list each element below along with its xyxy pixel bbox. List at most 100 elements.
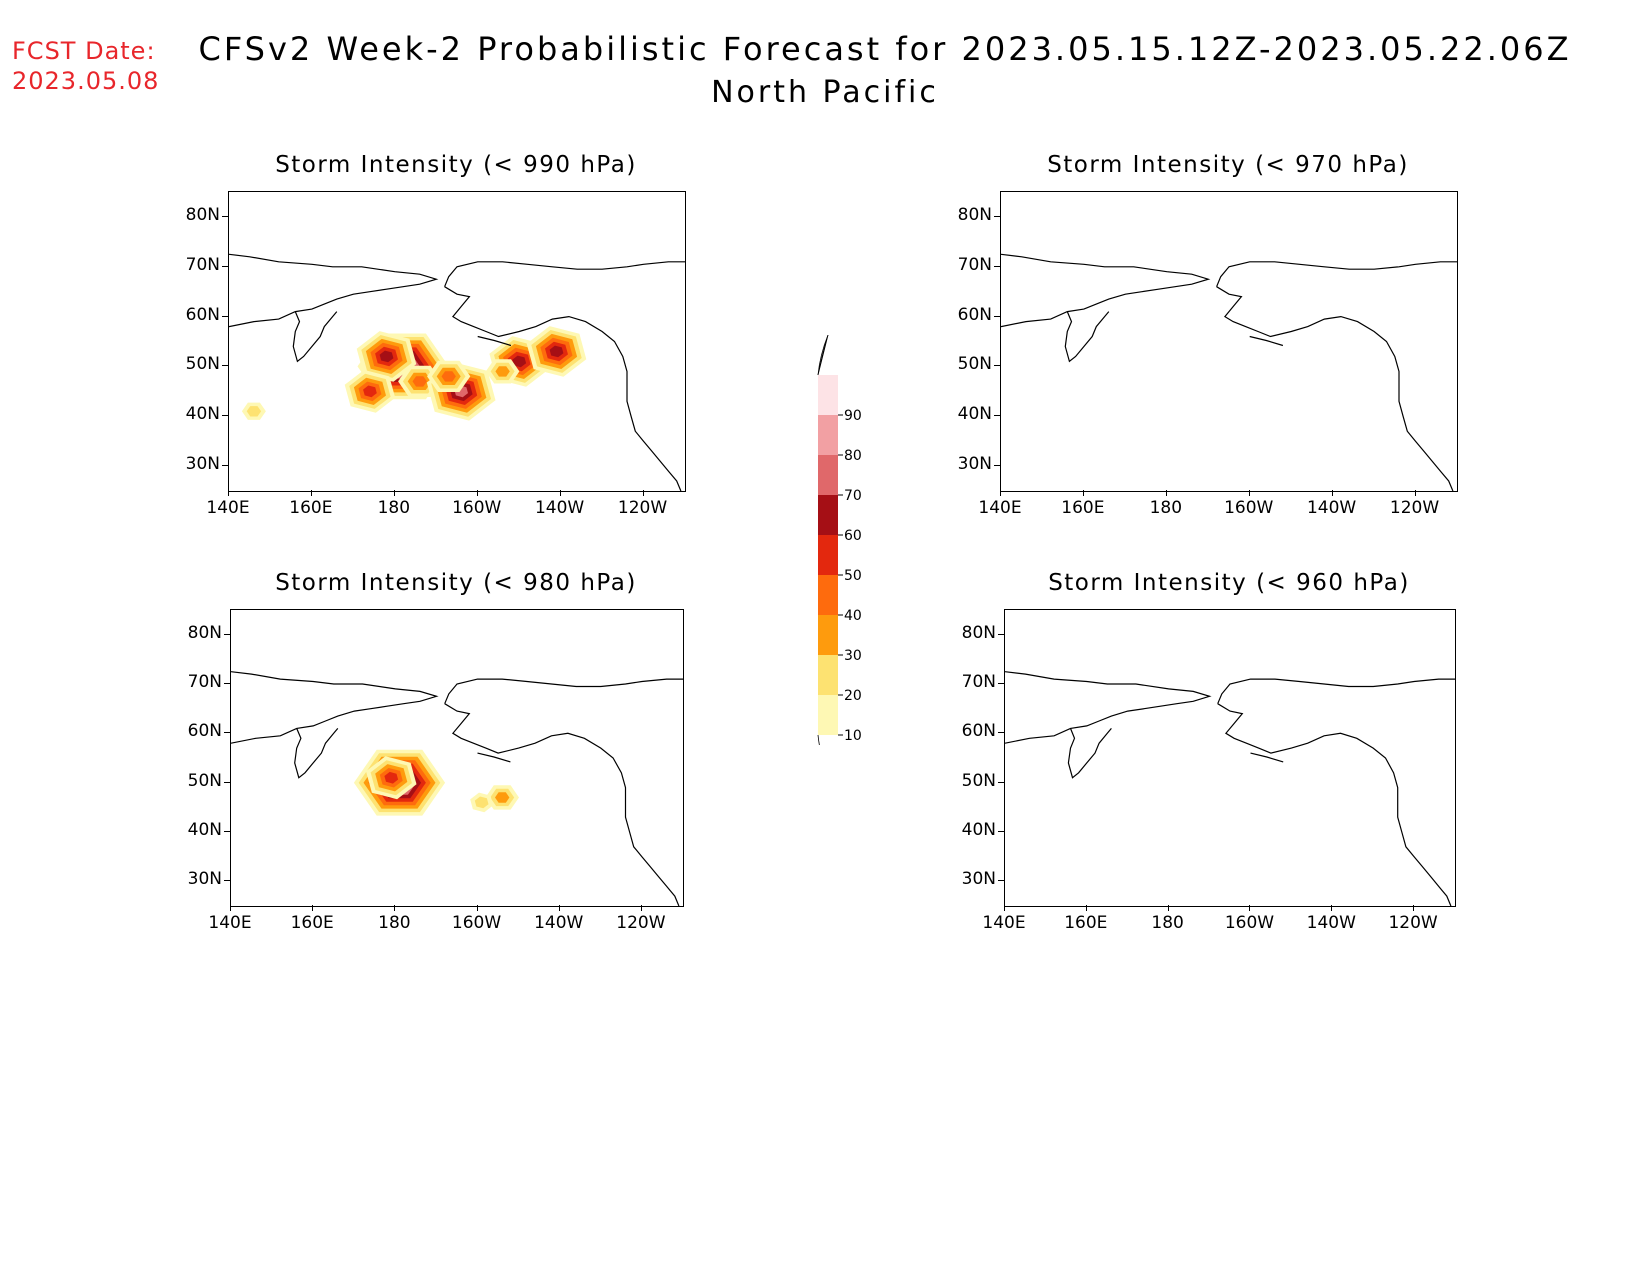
lat-tick [222,315,228,317]
colorbar-top-arrow [817,334,829,376]
lon-tick [1000,490,1001,496]
lat-tick-label: 60N [187,721,222,742]
lon-tick-label: 160E [1061,498,1105,518]
prob-blob-p990-2-3 [412,376,427,387]
lon-tick [1085,905,1087,911]
map-p970 [1000,191,1458,492]
lon-tick-label: 140E [982,913,1026,933]
panel-title-p990: Storm Intensity (< 990 hPa) [275,152,637,178]
lat-tick [994,415,1000,417]
lon-tick-label: 140W [534,913,584,933]
lat-tick [998,781,1004,783]
colorbar-label-60: 60 [844,528,862,544]
coastline-p990-0 [229,253,439,328]
lon-tick [312,905,314,911]
lon-tick-label: 120W [1389,498,1440,518]
lat-tick-label: 70N [187,672,222,692]
lon-tick-label: 160E [1064,913,1108,933]
coastline-p990-2 [444,286,682,491]
lat-tick [224,831,230,832]
coastline-p980-4 [477,752,511,763]
lon-tick [230,905,231,911]
coastline-p980-3 [444,678,683,704]
lat-tick [998,831,1004,832]
colorbar-swatch-60 [818,495,838,535]
lon-tick [1331,905,1333,911]
colorbar-swatch-10 [818,695,838,735]
lon-tick [1249,905,1251,911]
lat-tick [224,633,230,635]
lat-tick-label: 50N [961,770,996,791]
prob-blob-p990-1-5 [379,350,394,363]
map-svg-p990 [229,253,685,491]
lon-tick [1082,490,1084,496]
prob-blob-p990-8-1 [246,406,262,417]
colorbar-swatch-50 [818,535,838,575]
lon-tick-label: 180 [1149,498,1183,518]
lat-tick-label: 80N [957,204,992,225]
map-svg-p970 [1001,253,1457,491]
lat-tick [994,465,1000,467]
coastline-p970-2 [1216,286,1454,491]
page-title: CFSv2 Week-2 Probabilistic Forecast for … [198,30,1572,68]
lat-tick [998,633,1004,635]
lon-tick-label: 160E [290,913,334,933]
coastline-p960-1 [1067,728,1112,779]
lat-tick-label: 30N [185,454,220,475]
colorbar-swatch-40 [818,575,838,615]
lat-tick [994,215,1000,217]
lat-tick [998,880,1004,882]
lon-tick [310,490,312,496]
lon-tick [559,490,561,496]
map-p960 [1004,609,1456,907]
coastline-p980-2 [444,703,680,906]
lon-tick [1413,905,1415,911]
lat-tick-label: 40N [957,404,992,425]
colorbar-svg: 90 80 70 60 50 40 30 20 10 [817,334,862,776]
lon-tick [394,905,396,911]
lon-tick-label: 140E [208,913,252,933]
lat-tick [222,365,228,367]
colorbar-top-curve [817,334,829,376]
lon-tick-label: 160W [451,913,502,933]
coastline-p990-1 [292,311,338,363]
colorbar-label-90: 90 [844,408,862,424]
lat-tick [222,415,228,417]
lon-tick [1248,490,1250,496]
lat-tick-label: 40N [185,404,220,425]
coastline-p980-0 [231,671,439,744]
lat-tick-label: 30N [957,454,992,475]
lat-tick-label: 50N [185,354,220,375]
prob-blob-p990-5-5 [512,355,527,368]
colorbar-label-10: 10 [844,728,862,744]
coastline-p980-1 [294,728,339,779]
lat-tick-label: 70N [185,254,220,275]
forecast-date-value: 2023.05.08 [12,67,160,95]
coastline-p960-2 [1217,703,1452,906]
lon-tick [640,905,642,911]
lon-tick [476,905,478,911]
lon-tick [642,490,644,496]
lat-tick-label: 50N [187,770,222,791]
prob-blob-p990-7-5 [549,345,564,358]
lat-tick [222,265,228,267]
colorbar: 90 80 70 60 50 40 30 20 10 [808,334,888,776]
lon-tick-label: 140E [206,498,250,518]
lat-tick-label: 40N [961,820,996,840]
prob-blob-p990-6-2 [495,366,510,377]
map-p990 [228,191,686,492]
coastline-p970-0 [1001,253,1211,328]
coastline-p970-1 [1064,311,1110,363]
colorbar-bottom-arrow [817,734,829,776]
prob-blob-p990-4-3 [441,371,456,382]
colorbar-swatch-20 [818,655,838,695]
lon-tick [1167,905,1169,911]
lon-tick-label: 180 [377,498,411,518]
coastline-p990-3 [444,261,685,287]
lon-tick-label: 160W [1224,913,1275,933]
lon-tick-label: 180 [378,913,411,933]
lon-tick [1331,490,1333,496]
lon-tick-label: 120W [1388,913,1438,933]
lon-tick-label: 140W [1306,498,1357,518]
lat-tick [994,265,1000,267]
